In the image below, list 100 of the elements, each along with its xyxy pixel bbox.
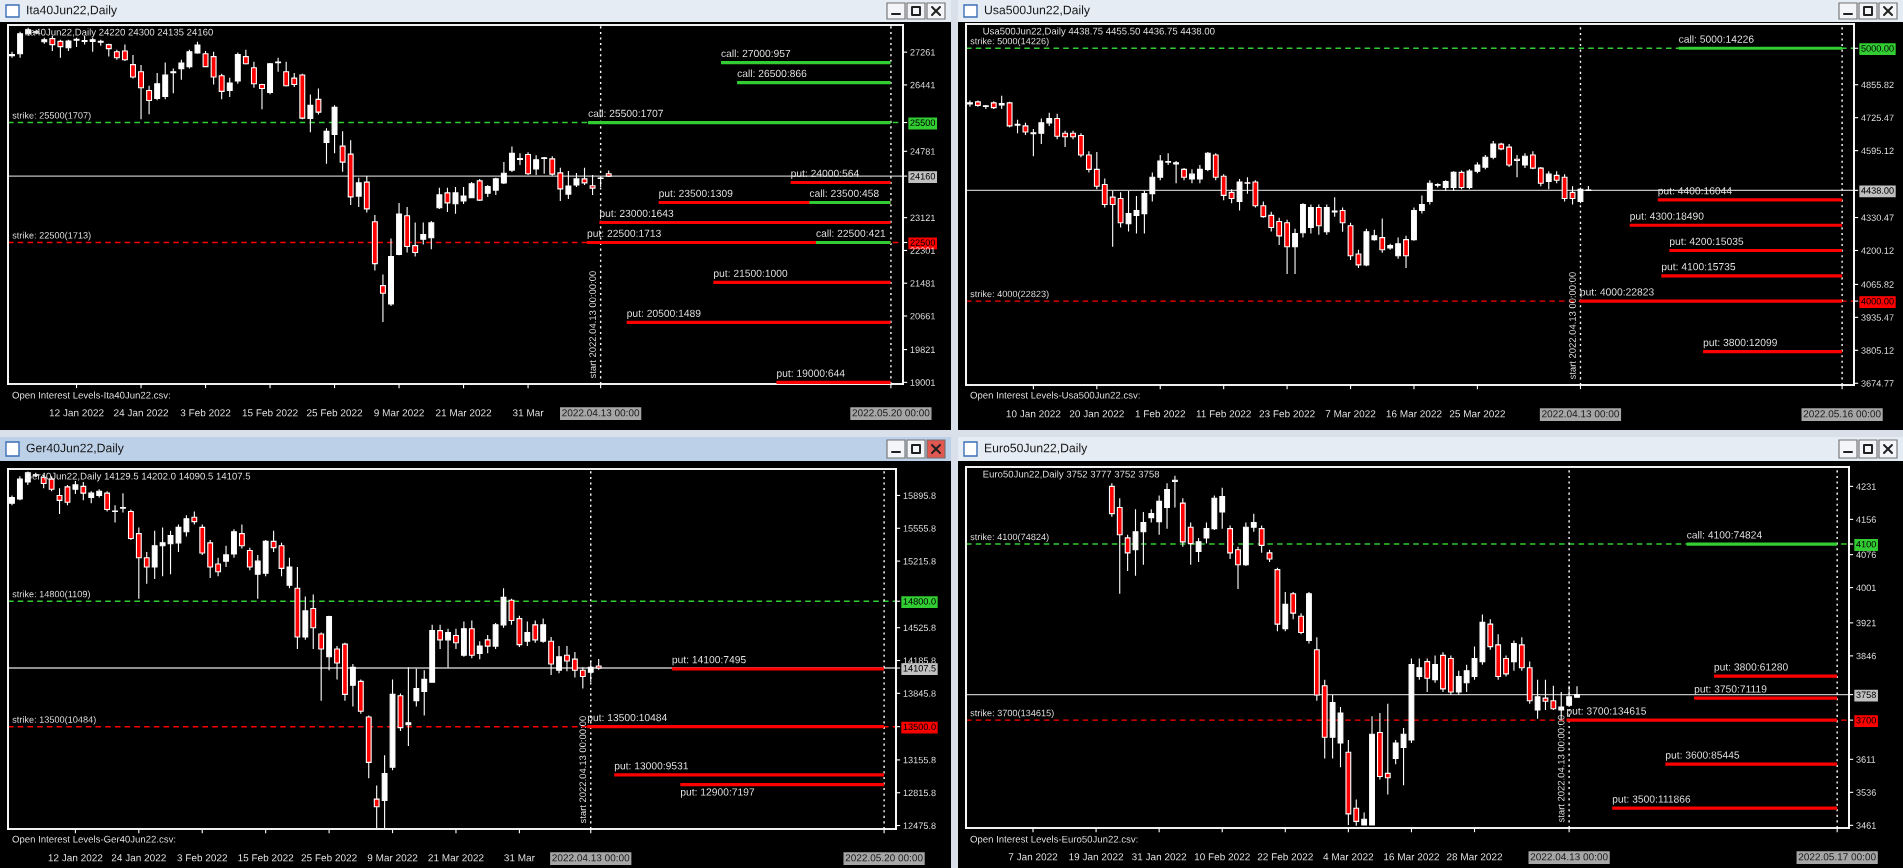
candlestick: [1038, 117, 1045, 145]
x-tick-label: 2022.04.13 00:00: [1530, 853, 1608, 861]
y-tick-label: 4595.12: [1861, 147, 1894, 155]
candlestick: [1315, 203, 1322, 236]
data-label: put: 12900:7197: [680, 788, 755, 798]
x-tick-label: 3 Feb 2022: [180, 409, 231, 417]
candlestick: [199, 523, 206, 556]
x-tick-label: 12 Jan 2022: [48, 854, 103, 862]
candlestick: [1416, 657, 1423, 681]
candlestick: [1276, 217, 1283, 246]
candlestick: [484, 634, 491, 654]
y-tick-label: 19821: [910, 346, 935, 353]
candlestick: [564, 645, 570, 672]
candlestick: [294, 566, 301, 650]
candlestick: [1078, 132, 1084, 158]
x-tick-label: 19 Jan 2022: [1069, 853, 1124, 861]
candlestick: [1574, 685, 1580, 698]
y-tick-label: 13155.8: [903, 756, 936, 764]
x-tick-label: 16 Mar 2022: [1384, 853, 1440, 861]
x-tick-label: 25 Feb 2022: [306, 409, 363, 417]
candlestick: [982, 104, 989, 110]
candlestick: [484, 184, 491, 198]
candlestick: [1514, 154, 1520, 178]
data-label: put: 13000:9531: [614, 762, 689, 772]
candlestick: [210, 51, 217, 86]
candlestick: [1424, 657, 1431, 693]
candlestick: [96, 488, 103, 499]
candlestick: [355, 177, 362, 208]
candlestick: [246, 547, 253, 571]
candlestick: [254, 554, 261, 600]
candlestick: [541, 156, 548, 175]
candlestick: [508, 145, 515, 173]
candlestick: [1220, 173, 1227, 201]
candlestick: [234, 52, 241, 85]
y-tick-label: 22500: [910, 239, 936, 246]
candlestick: [1258, 524, 1265, 554]
annotation: Euro50Jun22,Daily 3752 3777 3752 3758: [983, 470, 1160, 480]
candlestick: [974, 100, 981, 108]
x-tick-label: 20 Jan 2022: [1069, 410, 1124, 418]
candlestick: [1498, 142, 1505, 151]
y-tick-label: 3611: [1856, 756, 1876, 763]
candlestick: [1204, 151, 1211, 172]
x-tick-label: 25 Feb 2022: [301, 854, 357, 862]
y-tick-label: 25500: [910, 119, 936, 126]
y-tick-label: 27261: [910, 49, 935, 56]
ref-line-label: strike: 22500(1713): [12, 231, 91, 241]
candlestick: [413, 668, 420, 707]
candlestick: [238, 523, 245, 550]
candlestick: [420, 221, 427, 246]
candlestick: [1030, 128, 1037, 157]
y-tick-label: 3846: [1856, 652, 1876, 660]
candlestick: [1141, 190, 1148, 235]
candlestick: [1290, 591, 1297, 620]
y-tick-label: 23121: [910, 214, 935, 222]
y-tick-label: 3805.12: [1861, 347, 1894, 354]
candlestick: [1298, 612, 1304, 635]
candlestick: [186, 49, 193, 70]
candlestick: [1235, 546, 1241, 590]
candlestick: [1109, 190, 1116, 248]
candlestick: [1503, 654, 1509, 678]
x-tick-label: 16 Mar 2022: [1386, 410, 1442, 418]
candlestick: [437, 624, 444, 650]
x-tick-label: 31 Mar: [504, 854, 535, 862]
x-tick-label: 11 Feb 2022: [1196, 410, 1251, 418]
y-tick-label: 22301: [910, 247, 935, 254]
candlestick: [363, 175, 370, 214]
candlestick: [1411, 206, 1417, 242]
candlestick: [1450, 170, 1457, 192]
candlestick: [500, 161, 507, 185]
candlestick: [388, 237, 394, 307]
candlestick: [1455, 670, 1462, 696]
candlestick: [1426, 179, 1433, 206]
candlestick: [1363, 228, 1370, 267]
candlestick: [595, 658, 602, 671]
data-label: call: 5000:14226: [1679, 35, 1754, 43]
bar: [1694, 696, 1838, 700]
bar: [1669, 248, 1843, 253]
candlestick: [556, 645, 562, 674]
candlestick: [262, 539, 269, 577]
candlestick: [135, 526, 142, 600]
data-label: put: 3700:134615: [1567, 707, 1647, 717]
candlestick: [1511, 639, 1517, 672]
candlestick: [1487, 618, 1494, 651]
candlestick: [183, 514, 190, 538]
x-tick-label: 21 Mar 2022: [428, 854, 484, 862]
y-tick-label: 15555.8: [903, 525, 936, 532]
candlestick: [146, 85, 153, 115]
y-tick-label: 4001: [1856, 584, 1876, 592]
ref-line-label: start 2022.04.13 00:00:00: [579, 716, 587, 824]
candlestick: [1306, 591, 1312, 645]
candlestick: [1561, 173, 1568, 203]
candlestick: [326, 615, 333, 671]
data-label: put: 3750:71119: [1694, 685, 1767, 695]
candlestick: [1054, 113, 1061, 140]
ref-line-label: strike: 3700(134615): [970, 709, 1054, 719]
candlestick: [121, 44, 128, 62]
bar: [1661, 274, 1843, 278]
x-tick-label: 22 Feb 2022: [1257, 853, 1313, 861]
candlestick: [72, 480, 79, 495]
candlestick: [453, 628, 459, 650]
